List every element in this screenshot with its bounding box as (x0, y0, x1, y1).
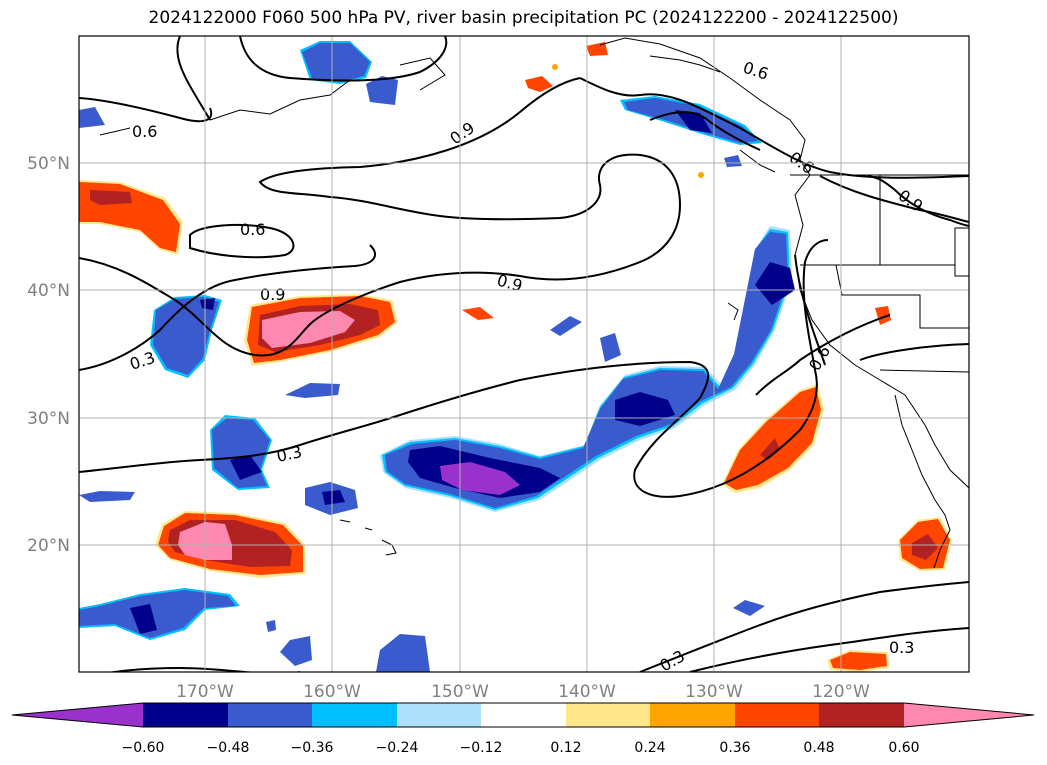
colorbar-tick-label: −0.48 (207, 740, 250, 756)
lon-label: 150°W (431, 682, 489, 702)
contour-label: 0.3 (275, 442, 304, 466)
lon-label: 170°W (176, 682, 234, 702)
positive-anomaly-west (79, 180, 183, 255)
colorbar-tick-label: 0.60 (888, 740, 919, 756)
colorbar-tick-label: 0.12 (550, 740, 581, 756)
colorbar-tick-label: −0.36 (291, 740, 334, 756)
colorbar-segments (11, 702, 1035, 728)
colorbar-tick-label: 0.48 (803, 740, 834, 756)
colorbar: −0.60 −0.48 −0.36 −0.24 −0.12 0.12 0.24 … (11, 702, 1035, 756)
lon-label: 160°W (303, 682, 361, 702)
positive-anomaly-california (722, 384, 824, 493)
colorbar-segment (397, 703, 481, 727)
contour-label: 0.3 (889, 638, 914, 657)
colorbar-segment (312, 703, 397, 727)
pv-contours (79, 36, 969, 672)
colorbar-segment (566, 703, 650, 727)
negative-anomaly-south (79, 491, 765, 672)
longitude-labels: 170°W 160°W 150°W 140°W 130°W 120°W (176, 682, 870, 702)
colorbar-tick-label: −0.60 (122, 740, 165, 756)
lat-label: 20°N (27, 536, 70, 556)
colorbar-segment (481, 703, 566, 727)
colorbar-segment (228, 703, 312, 727)
colorbar-extend-high (904, 703, 1034, 727)
lon-label: 140°W (558, 682, 616, 702)
colorbar-tick-label: −0.24 (376, 740, 419, 756)
colorbar-outline (11, 702, 1035, 728)
contour-label: 0.6 (240, 220, 265, 239)
colorbar-extend-low (12, 703, 143, 727)
positive-anomaly-small (462, 42, 891, 672)
plot-frame (78, 35, 970, 673)
lat-label: 30°N (27, 409, 70, 429)
colorbar-segment (143, 703, 228, 727)
positive-anomaly-central (244, 294, 398, 366)
colorbar-segment (650, 703, 735, 727)
colorbar-tick-label: −0.12 (460, 740, 503, 756)
lon-label: 120°W (812, 682, 870, 702)
colorbar-tick-label: 0.36 (719, 740, 750, 756)
map-title: 2024122000 F060 500 hPa PV, river basin … (148, 8, 899, 28)
lon-label: 130°W (685, 682, 743, 702)
lat-label: 50°N (27, 154, 70, 174)
colorbar-segment (819, 703, 904, 727)
gridlines (79, 36, 969, 672)
latitude-labels: 50°N 40°N 30°N 20°N (27, 154, 70, 556)
colorbar-ticks: −0.60 −0.48 −0.36 −0.24 −0.12 0.12 0.24 … (122, 740, 920, 756)
coastlines (99, 37, 969, 569)
colorbar-tick-label: 0.24 (634, 740, 665, 756)
contour-label: 0.6 (132, 122, 157, 141)
plot-area (79, 36, 969, 672)
colorbar-segment (735, 703, 819, 727)
negative-anomaly-west (79, 107, 621, 515)
lat-label: 40°N (27, 281, 70, 301)
contour-label: 0.9 (260, 285, 285, 304)
